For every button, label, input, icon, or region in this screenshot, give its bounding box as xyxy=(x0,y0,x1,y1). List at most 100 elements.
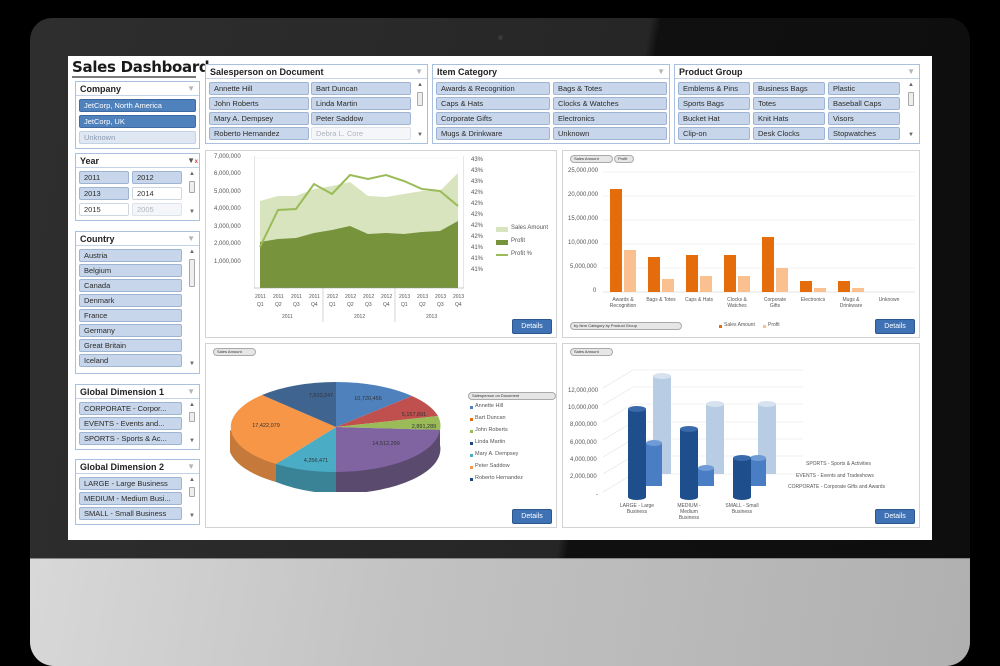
clear-filter-icon[interactable]: ▼ xyxy=(187,84,195,93)
slicer-item[interactable]: Stopwatches xyxy=(828,127,900,140)
slicer-item[interactable]: Debra L. Core xyxy=(311,127,411,140)
slicer-item[interactable]: Emblems & Pins xyxy=(678,82,750,95)
details-button[interactable]: Details xyxy=(512,509,552,524)
chart-panel-business-size: Sales Amount 12,000,000 10,000,000 8,000… xyxy=(562,343,920,528)
slicer-item[interactable]: Totes xyxy=(753,97,825,110)
slicer-item[interactable]: Denmark xyxy=(79,294,182,307)
slicer-item[interactable]: Mary A. Dempsey xyxy=(209,112,309,125)
clear-filter-icon[interactable]: ▼ xyxy=(187,234,195,243)
clear-filter-icon[interactable]: ▼ xyxy=(187,462,195,471)
slicer-item[interactable]: 2012 xyxy=(132,171,182,184)
slicer-item[interactable]: LARGE - Large Business xyxy=(79,477,182,490)
clear-filter-icon[interactable]: ▼ xyxy=(187,387,195,396)
slicer-item[interactable]: MEDIUM - Medium Busi... xyxy=(79,492,182,505)
slicer-item[interactable]: France xyxy=(79,309,182,322)
slicer-item[interactable]: JetCorp, North America xyxy=(79,99,196,112)
slicer-item[interactable]: Visors xyxy=(828,112,900,125)
svg-text:2012: 2012 xyxy=(363,294,374,300)
field-button-sales-amount[interactable]: Sales Amount xyxy=(213,348,256,356)
slicer-item[interactable]: SMALL - Small Business xyxy=(79,507,182,520)
field-button-sales-amount[interactable]: Sales Amount xyxy=(570,348,613,356)
slicer-item[interactable]: 2011 xyxy=(79,171,129,184)
slicer-item[interactable]: SPORTS - Sports & Ac... xyxy=(79,432,182,445)
clear-filter-icon[interactable]: ▼ xyxy=(657,67,665,76)
y2-tick: 42% xyxy=(471,190,484,196)
legend-dot xyxy=(470,430,473,433)
scrollbar[interactable]: ▲ ▼ xyxy=(908,82,914,138)
slicer-item[interactable]: Roberto Hernandez xyxy=(209,127,309,140)
svg-text:Q1: Q1 xyxy=(257,302,264,308)
details-button[interactable]: Details xyxy=(875,509,915,524)
pie-label: 4,256,471 xyxy=(304,458,328,464)
svg-text:2011: 2011 xyxy=(282,314,293,320)
slicer-item[interactable]: Clip-on xyxy=(678,127,750,140)
slicer-item[interactable]: Great Britain xyxy=(79,339,182,352)
clear-filter-icon[interactable]: ▼ xyxy=(187,156,198,165)
legend-dot xyxy=(470,478,473,481)
slicer-item[interactable]: Mugs & Drinkware xyxy=(436,127,550,140)
scrollbar[interactable]: ▲ ▼ xyxy=(189,249,195,367)
scrollbar[interactable]: ▲ ▼ xyxy=(189,477,195,519)
legend-dot xyxy=(470,406,473,409)
slicer-item[interactable]: Sports Bags xyxy=(678,97,750,110)
details-button[interactable]: Details xyxy=(875,319,915,334)
slicer-item[interactable]: 2005 xyxy=(132,203,182,216)
slicer-item[interactable]: Linda Martin xyxy=(311,97,411,110)
slicer-item[interactable]: Germany xyxy=(79,324,182,337)
slicer-item[interactable]: Unknown xyxy=(79,131,196,144)
slicer-title: Year ▼ xyxy=(76,154,199,168)
clear-filter-icon[interactable]: ▼ xyxy=(415,67,423,76)
slicer-item[interactable]: Austria xyxy=(79,249,182,262)
scrollbar[interactable]: ▲ ▼ xyxy=(417,82,423,138)
slicer-item[interactable]: CORPORATE - Corpor... xyxy=(79,402,182,415)
y-tick: 1,000,000 xyxy=(214,259,241,265)
slicer-item[interactable]: Desk Clocks xyxy=(753,127,825,140)
svg-text:Q3: Q3 xyxy=(365,302,372,308)
slicer-product-group: Product Group ▼ Emblems & Pins Business B… xyxy=(674,64,920,144)
slicer-item[interactable]: Baseball Caps xyxy=(828,97,900,110)
svg-text:2012: 2012 xyxy=(354,314,365,320)
slicer-item[interactable]: Plastic xyxy=(828,82,900,95)
slicer-item[interactable]: Bags & Totes xyxy=(553,82,667,95)
slicer-item[interactable]: 2015 xyxy=(79,203,129,216)
legend-label: Profit % xyxy=(511,251,533,257)
slicer-item[interactable]: Electronics xyxy=(553,112,667,125)
svg-text:Gifts: Gifts xyxy=(770,303,781,309)
slicer-item[interactable]: Awards & Recognition xyxy=(436,82,550,95)
scrollbar[interactable]: ▲ ▼ xyxy=(189,171,195,215)
legend-label: Profit xyxy=(511,238,526,244)
slicer-item[interactable]: John Roberts xyxy=(209,97,309,110)
slicer-item[interactable]: Canada xyxy=(79,279,182,292)
scrollbar[interactable]: ▲ ▼ xyxy=(189,402,195,444)
slicer-item[interactable]: Peter Saddow xyxy=(311,112,411,125)
y-tick: - xyxy=(596,492,598,498)
slicer-item[interactable]: Belgium xyxy=(79,264,182,277)
axis-field-dropdown[interactable]: by Item Category by Product Group xyxy=(570,322,682,330)
legend-dot xyxy=(470,466,473,469)
slicer-item[interactable]: Caps & Hats xyxy=(436,97,550,110)
clear-filter-icon[interactable]: ▼ xyxy=(907,67,915,76)
slicer-item[interactable]: Bart Duncan xyxy=(311,82,411,95)
slicer-item[interactable]: Knit Hats xyxy=(753,112,825,125)
slicer-item[interactable]: JetCorp, UK xyxy=(79,115,196,128)
slicer-item[interactable]: Clocks & Watches xyxy=(553,97,667,110)
field-button-sales-amount[interactable]: Sales Amount xyxy=(570,155,613,163)
details-button[interactable]: Details xyxy=(512,319,552,334)
slicer-item[interactable]: Business Bags xyxy=(753,82,825,95)
legend-field-dropdown[interactable]: Salesperson on Document xyxy=(468,392,556,400)
slicer-item[interactable]: Annette Hill xyxy=(209,82,309,95)
svg-text:Q4: Q4 xyxy=(455,302,462,308)
y-tick: 2,000,000 xyxy=(214,241,241,247)
slicer-item[interactable]: Iceland xyxy=(79,354,182,367)
slicer-item-category: Item Category ▼ Awards & Recognition Bags… xyxy=(432,64,670,144)
slicer-item[interactable]: 2014 xyxy=(132,187,182,200)
slicer-item[interactable]: Bucket Hat xyxy=(678,112,750,125)
svg-text:Business: Business xyxy=(627,509,648,515)
svg-text:Q3: Q3 xyxy=(437,302,444,308)
slicer-title: Company ▼ xyxy=(76,82,199,96)
field-button-profit[interactable]: Profit xyxy=(614,155,634,163)
slicer-item[interactable]: Corporate Gifts xyxy=(436,112,550,125)
slicer-item[interactable]: Unknown xyxy=(553,127,667,140)
slicer-item[interactable]: EVENTS - Events and... xyxy=(79,417,182,430)
slicer-item[interactable]: 2013 xyxy=(79,187,129,200)
